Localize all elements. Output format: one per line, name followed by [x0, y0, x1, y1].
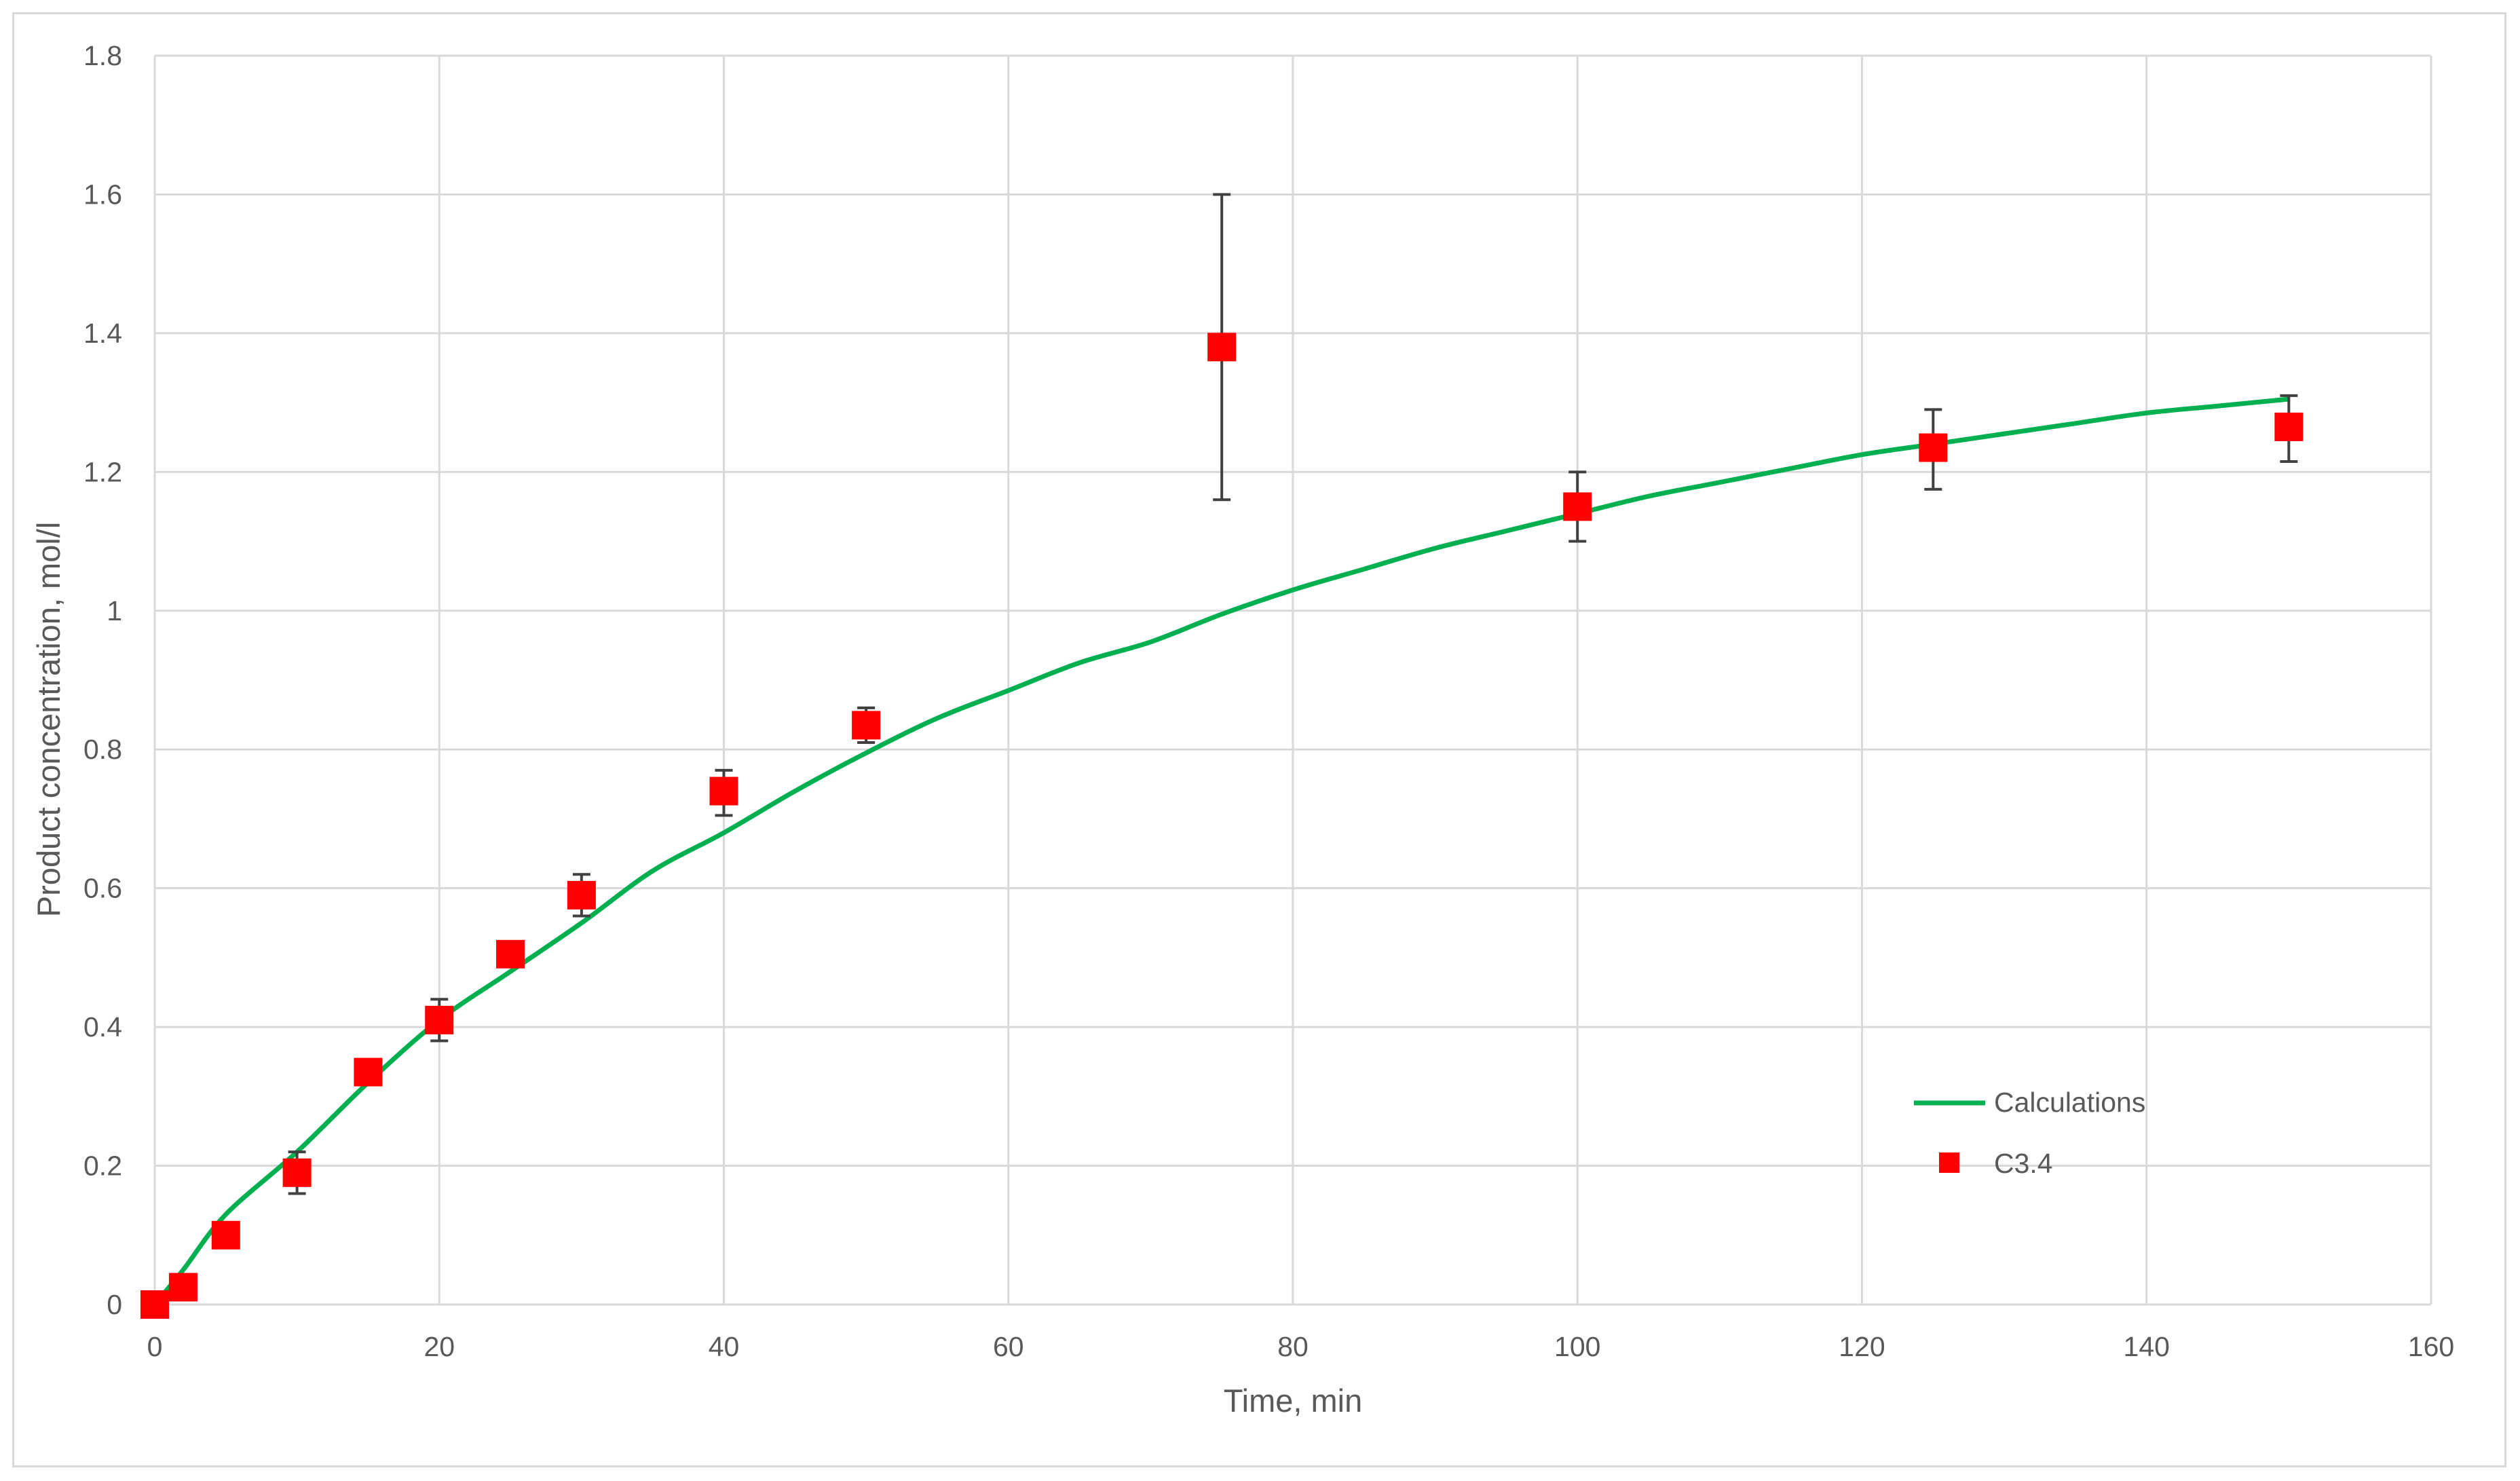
y-tick-label: 1.8 [83, 40, 122, 71]
data-point-marker [1919, 433, 1948, 462]
x-tick-label: 20 [424, 1331, 455, 1362]
data-point-marker [1207, 333, 1237, 362]
legend: Calculations C3.4 [1914, 1087, 2145, 1179]
axes [153, 56, 2431, 1306]
x-tick-label: 100 [1554, 1331, 1600, 1362]
data-point-marker [211, 1220, 240, 1250]
data-point-marker [140, 1290, 169, 1319]
calculations-series [153, 396, 2289, 1307]
data-point-marker [496, 939, 525, 969]
legend-label-calculations: Calculations [1994, 1087, 2145, 1118]
y-tick-label: 1.4 [83, 318, 122, 349]
x-tick-label: 60 [993, 1331, 1024, 1362]
x-tick-label: 0 [147, 1331, 163, 1362]
x-tick-labels: 0 20 40 60 80 100 120 140 160 [147, 1331, 2455, 1362]
y-tick-label: 0.4 [83, 1011, 122, 1043]
x-tick-label: 40 [709, 1331, 740, 1362]
calculations-line [153, 396, 2289, 1307]
legend-label-c34: C3.4 [1994, 1148, 2053, 1179]
data-point-marker [852, 711, 881, 740]
data-point-marker [354, 1057, 383, 1087]
data-point-marker [425, 1005, 454, 1034]
y-tick-label: 0.2 [83, 1150, 122, 1182]
y-tick-label: 1.2 [83, 456, 122, 487]
y-tick-label: 0.6 [83, 873, 122, 904]
x-tick-label: 80 [1277, 1331, 1309, 1362]
y-tick-label: 1 [107, 595, 122, 626]
data-point-marker [282, 1158, 312, 1187]
y-tick-label: 0.8 [83, 734, 122, 765]
x-tick-label: 120 [1839, 1331, 1885, 1362]
data-point-marker [1563, 492, 1592, 521]
y-tick-labels: 0 0.2 0.4 0.6 0.8 1 1.2 1.4 1.6 1.8 [83, 40, 122, 1320]
x-tick-label: 140 [2124, 1331, 2170, 1362]
gridlines [155, 54, 2432, 1305]
y-tick-label: 0 [107, 1289, 122, 1320]
y-tick-label: 1.6 [83, 179, 122, 210]
y-axis-title: Product concentration, mol/l [31, 522, 67, 918]
legend-marker-swatch [1939, 1152, 1959, 1173]
c34-series [140, 333, 2303, 1319]
data-point-marker [168, 1273, 198, 1302]
x-axis-title: Time, min [1224, 1383, 1363, 1419]
data-point-marker [2274, 412, 2303, 441]
chart-frame [12, 12, 2506, 1467]
data-point-marker [709, 776, 738, 806]
data-point-marker [567, 880, 596, 910]
x-tick-label: 160 [2408, 1331, 2454, 1362]
